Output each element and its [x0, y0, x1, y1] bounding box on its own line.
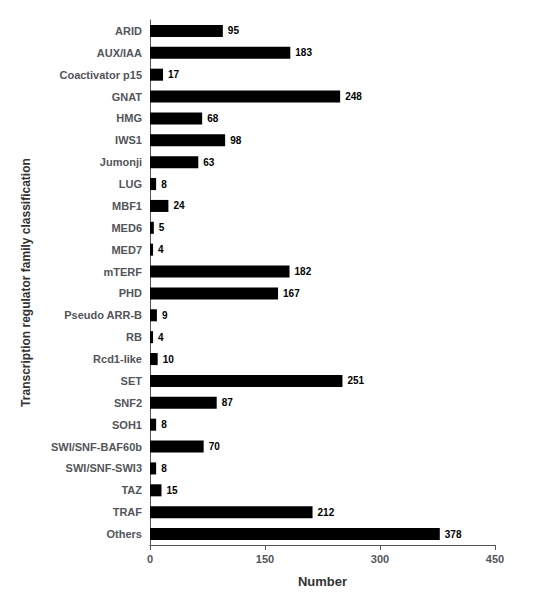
svg-text:87: 87: [222, 397, 234, 408]
svg-text:24: 24: [173, 200, 185, 211]
svg-text:Rcd1-like: Rcd1-like: [93, 353, 142, 365]
svg-text:TAZ: TAZ: [121, 484, 142, 496]
svg-text:4: 4: [158, 332, 164, 343]
svg-text:95: 95: [228, 25, 240, 36]
svg-text:SWI/SNF-SWI3: SWI/SNF-SWI3: [66, 462, 142, 474]
svg-text:167: 167: [283, 288, 300, 299]
svg-text:Jumonji: Jumonji: [100, 156, 142, 168]
svg-text:8: 8: [161, 179, 167, 190]
svg-text:17: 17: [168, 69, 180, 80]
svg-text:mTERF: mTERF: [104, 266, 143, 278]
svg-text:15: 15: [167, 485, 179, 496]
svg-text:378: 378: [445, 529, 462, 540]
svg-text:Coactivator p15: Coactivator p15: [59, 69, 142, 81]
svg-text:10: 10: [163, 354, 175, 365]
svg-text:AUX/IAA: AUX/IAA: [97, 47, 142, 59]
svg-text:IWS1: IWS1: [115, 134, 142, 146]
svg-text:PHD: PHD: [119, 287, 142, 299]
svg-text:RB: RB: [126, 331, 142, 343]
svg-text:8: 8: [161, 463, 167, 474]
svg-text:63: 63: [203, 157, 215, 168]
svg-text:70: 70: [209, 441, 221, 452]
svg-text:300: 300: [371, 553, 389, 565]
svg-text:4: 4: [158, 244, 164, 255]
svg-text:LUG: LUG: [119, 178, 142, 190]
svg-text:SET: SET: [121, 375, 143, 387]
svg-text:183: 183: [295, 47, 312, 58]
svg-text:8: 8: [161, 419, 167, 430]
svg-text:212: 212: [318, 507, 335, 518]
svg-text:0: 0: [147, 553, 153, 565]
svg-text:HMG: HMG: [116, 112, 142, 124]
svg-text:5: 5: [159, 222, 165, 233]
svg-text:MBF1: MBF1: [112, 200, 142, 212]
svg-text:450: 450: [486, 553, 504, 565]
svg-text:TRAF: TRAF: [113, 506, 143, 518]
svg-text:SNF2: SNF2: [114, 397, 142, 409]
svg-text:Number: Number: [298, 574, 347, 589]
svg-text:MED6: MED6: [111, 222, 142, 234]
svg-text:SWI/SNF-BAF60b: SWI/SNF-BAF60b: [51, 441, 142, 453]
svg-text:150: 150: [256, 553, 274, 565]
svg-text:68: 68: [207, 113, 219, 124]
svg-text:98: 98: [230, 135, 242, 146]
svg-text:9: 9: [162, 310, 168, 321]
svg-text:Others: Others: [107, 528, 142, 540]
svg-text:SOH1: SOH1: [112, 419, 142, 431]
svg-text:MED7: MED7: [111, 244, 142, 256]
svg-text:Transcription regulator family: Transcription regulator family classific…: [19, 158, 33, 407]
svg-text:182: 182: [295, 266, 312, 277]
svg-text:Pseudo ARR-B: Pseudo ARR-B: [64, 309, 142, 321]
svg-text:GNAT: GNAT: [112, 91, 143, 103]
svg-text:ARID: ARID: [115, 25, 142, 37]
svg-text:251: 251: [347, 375, 364, 386]
svg-text:248: 248: [345, 91, 362, 102]
